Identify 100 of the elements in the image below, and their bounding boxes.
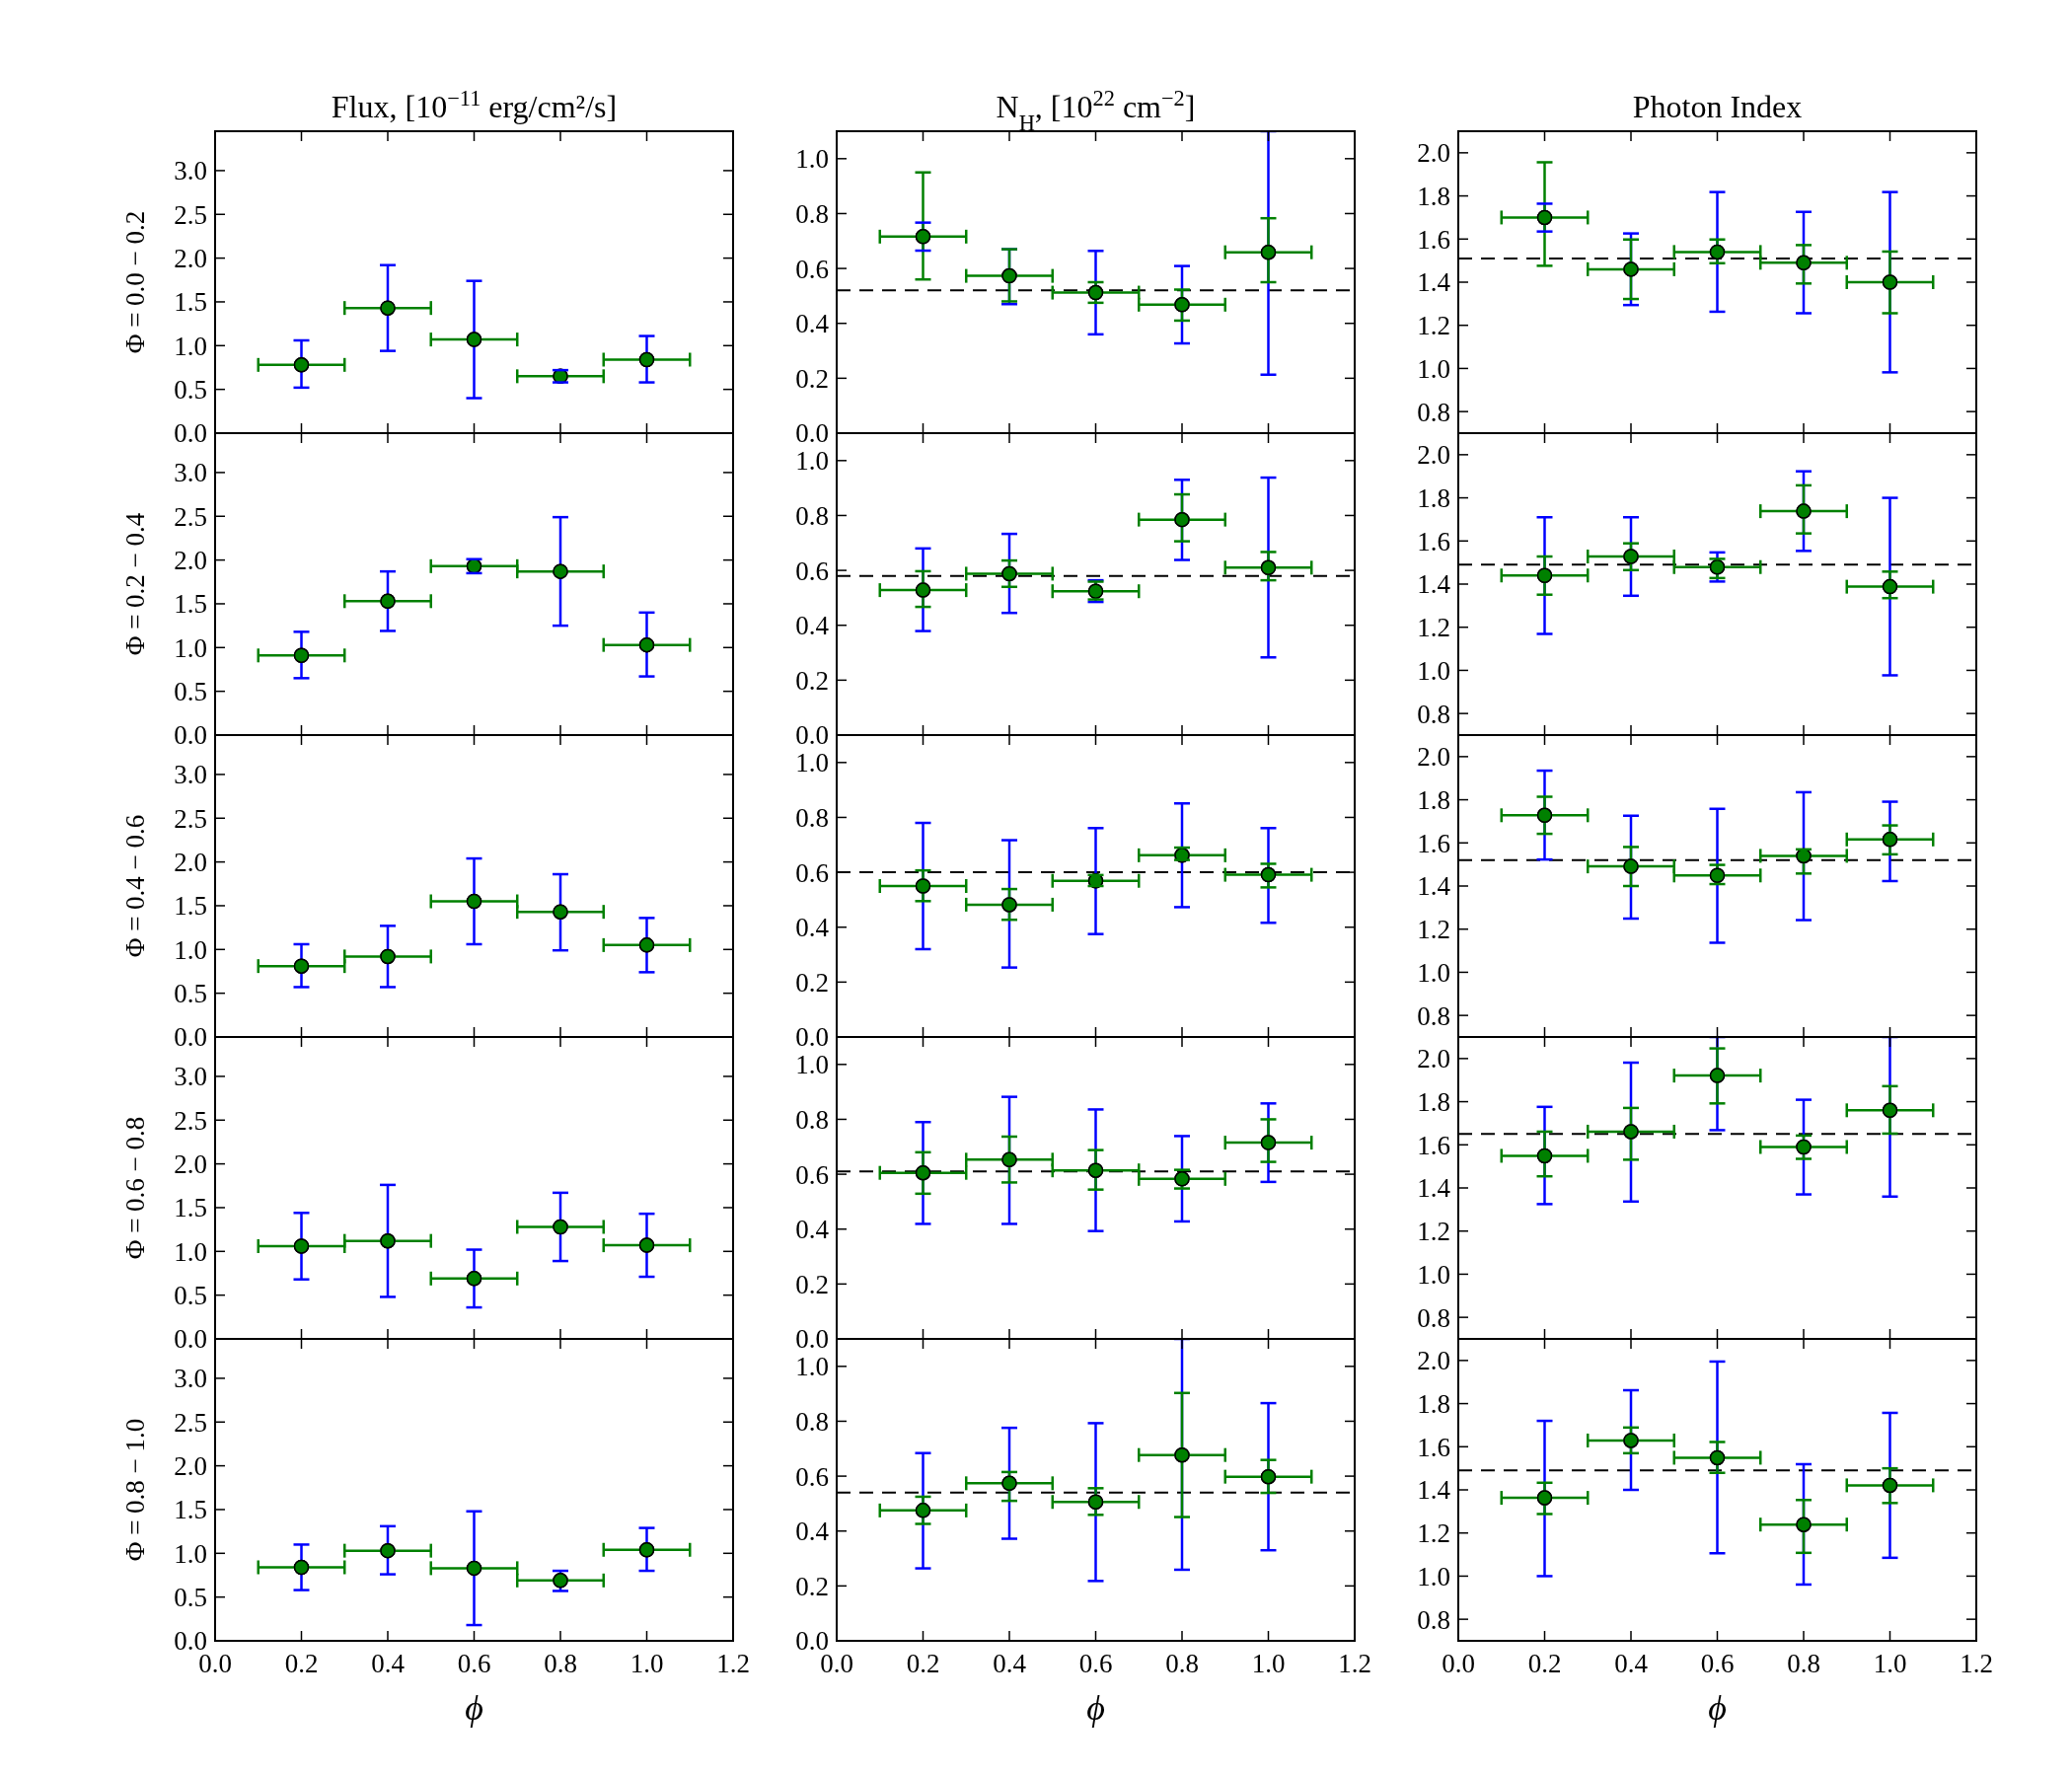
y-tick-label: 1.6 [1417,828,1450,858]
y-tick-label: 1.6 [1417,224,1450,255]
y-tick-label: 2.5 [174,1407,207,1438]
y-tick-label: 0.2 [795,967,829,998]
y-tick-label: 2.5 [174,199,207,230]
y-tick-label: 1.5 [174,589,207,620]
y-tick-label: 0.2 [795,1269,829,1299]
x-tick-label: 1.2 [1338,1649,1371,1678]
y-tick-label: 0.0 [795,1022,829,1053]
y-tick-label: 1.0 [174,632,207,663]
x-tick-label: 1.0 [629,1649,664,1678]
x-tick-label: 0.0 [820,1649,853,1678]
y-tick-label: 1.0 [795,1050,829,1080]
y-axis-title: Φ = 0.0 − 0.2 [120,210,150,354]
y-tick-label: 0.0 [174,1324,207,1355]
x-tick-label: 1.2 [716,1649,750,1678]
y-tick-label: 1.6 [1417,526,1450,556]
x-tick-label: 0.0 [198,1649,232,1678]
y-tick-label: 3.0 [174,1364,207,1394]
y-tick-label: 1.8 [1417,1389,1450,1420]
y-tick-label: 1.2 [1417,1217,1450,1247]
y-tick-label: 2.5 [174,501,207,532]
y-tick-label: 1.0 [1417,353,1450,384]
y-tick-label: 3.0 [174,156,207,186]
x-axis-title: ϕ [465,1688,483,1728]
y-tick-label: 1.8 [1417,182,1450,212]
x-tick-label: 0.2 [906,1649,940,1678]
y-axis-title: Φ = 0.2 − 0.4 [120,512,150,656]
y-tick-label: 0.4 [795,1517,830,1547]
y-tick-label: 0.2 [795,363,829,394]
y-tick-label: 1.0 [1417,655,1450,686]
y-tick-label: 0.6 [795,857,829,888]
y-tick-label: 1.6 [1417,1432,1450,1462]
y-tick-label: 3.0 [174,1062,207,1092]
y-tick-label: 3.0 [174,458,207,488]
y-tick-label: 1.0 [174,1236,207,1267]
y-tick-label: 0.6 [795,555,829,586]
y-tick-label: 2.5 [174,803,207,834]
y-tick-label: 0.4 [795,913,830,943]
y-tick-label: 1.4 [1417,267,1451,298]
y-tick-label: 1.0 [795,144,829,175]
y-tick-label: 0.8 [1417,1604,1450,1635]
x-tick-label: 1.0 [1251,1649,1286,1678]
y-tick-label: 1.0 [174,934,207,965]
y-tick-label: 1.6 [1417,1130,1450,1160]
y-tick-label: 2.0 [174,1149,207,1180]
y-tick-label: 2.5 [174,1105,207,1136]
y-tick-label: 2.0 [174,848,207,878]
x-tick-label: 0.2 [284,1649,319,1678]
y-tick-label: 0.4 [795,611,830,641]
y-tick-label: 0.0 [174,418,207,449]
y-tick-label: 1.0 [795,1352,829,1382]
y-tick-label: 0.6 [795,1461,829,1492]
x-tick-label: 0.8 [544,1649,577,1678]
y-tick-label: 1.5 [174,1193,207,1223]
y-tick-label: 0.2 [795,665,829,696]
y-tick-label: 1.4 [1417,1173,1451,1204]
x-tick-label: 0.4 [371,1649,406,1678]
x-tick-label: 1.0 [1873,1649,1907,1678]
y-tick-label: 2.0 [174,244,207,274]
y-tick-label: 0.4 [795,1215,830,1245]
y-tick-label: 0.0 [174,1022,207,1053]
y-tick-label: 1.4 [1417,569,1451,600]
y-tick-label: 2.0 [1417,1346,1450,1376]
chart-title: Flux, [10$^{−11}$ erg/cm²/s] [331,85,618,124]
y-tick-label: 0.5 [174,1583,207,1613]
x-tick-label: 0.4 [993,1649,1027,1678]
y-tick-label: 0.8 [795,802,829,833]
y-tick-label: 0.5 [174,979,207,1009]
y-tick-label: 0.8 [795,500,829,531]
y-tick-label: 2.0 [1417,1044,1450,1074]
x-tick-label: 0.6 [1078,1649,1113,1678]
y-tick-label: 0.6 [795,1159,829,1190]
y-tick-label: 1.8 [1417,785,1450,816]
y-tick-label: 1.0 [795,748,829,778]
y-tick-label: 0.5 [174,677,207,707]
y-tick-label: 1.2 [1417,311,1450,341]
y-tick-label: 1.0 [174,331,207,361]
y-tick-label: 0.5 [174,1281,207,1311]
x-axis-title: ϕ [1708,1688,1727,1728]
x-tick-label: 0.6 [457,1649,491,1678]
y-tick-label: 0.8 [1417,1000,1450,1031]
y-tick-label: 1.4 [1417,871,1451,902]
y-tick-label: 2.0 [174,546,207,576]
y-tick-label: 0.2 [795,1571,829,1601]
x-tick-label: 0.8 [1787,1649,1820,1678]
y-tick-label: 3.0 [174,760,207,790]
y-tick-label: 2.0 [1417,138,1450,169]
x-tick-label: 0.0 [1442,1649,1475,1678]
y-tick-label: 1.2 [1417,915,1450,945]
y-tick-label: 1.0 [1417,957,1450,988]
y-tick-label: 1.4 [1417,1475,1451,1506]
y-tick-label: 1.0 [795,446,829,477]
y-tick-label: 2.0 [174,1451,207,1482]
x-axis-title: ϕ [1086,1688,1105,1728]
y-tick-label: 1.2 [1417,1518,1450,1549]
y-tick-label: 1.0 [174,1538,207,1569]
y-tick-label: 1.5 [174,891,207,922]
y-tick-label: 1.5 [174,1495,207,1525]
y-tick-label: 0.8 [1417,397,1450,427]
